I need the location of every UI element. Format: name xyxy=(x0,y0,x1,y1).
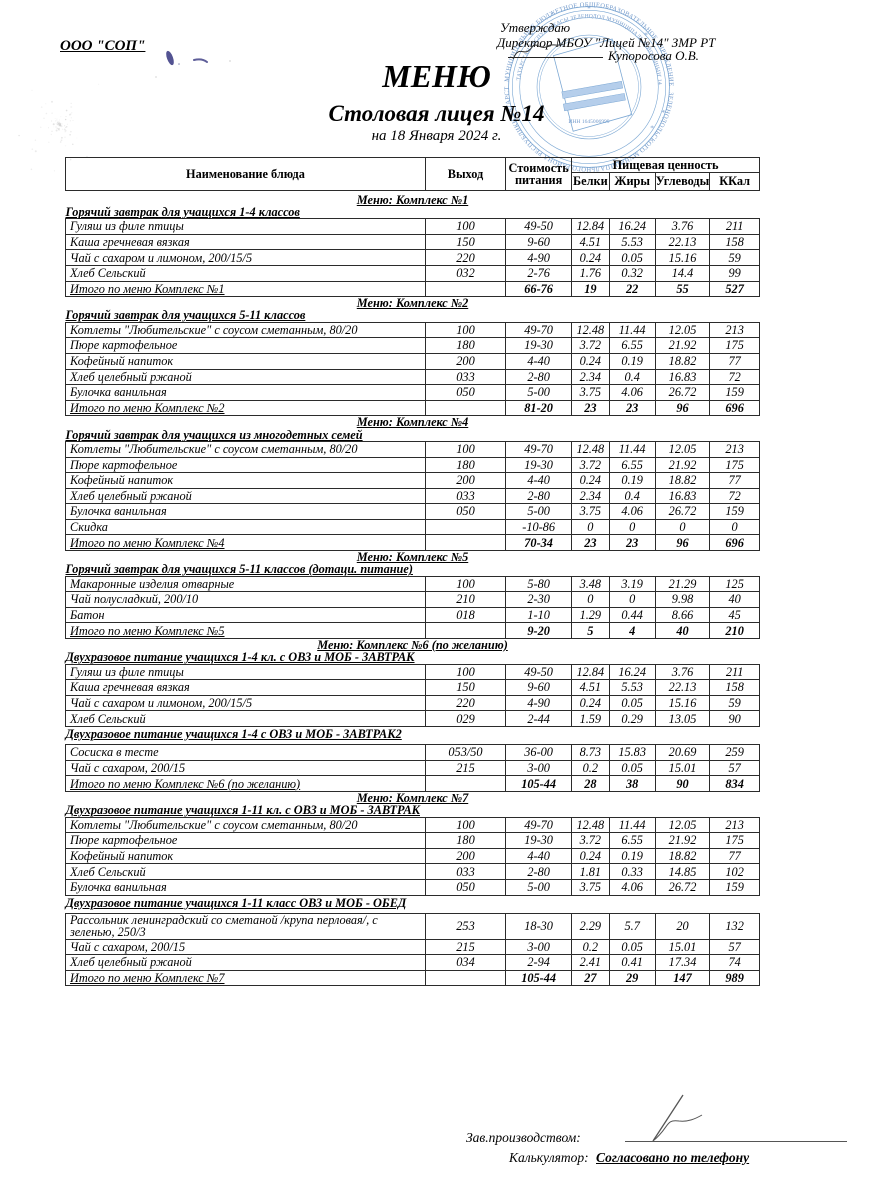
svg-text:*: * xyxy=(587,4,591,13)
